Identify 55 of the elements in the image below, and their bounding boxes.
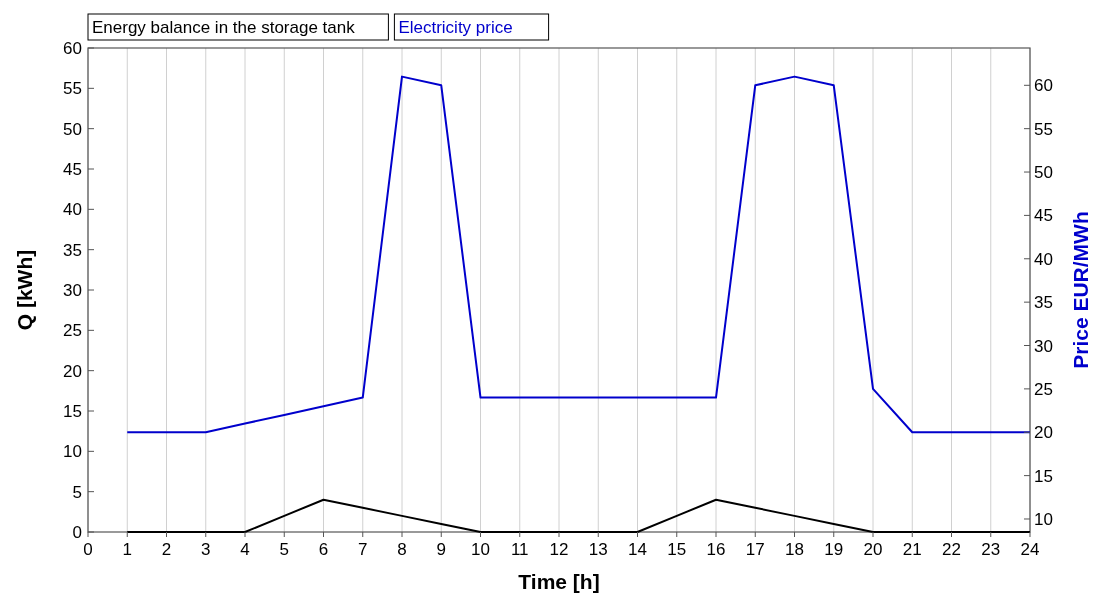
y-tick-label: 40 <box>63 200 82 220</box>
x-tick-label: 15 <box>667 540 687 559</box>
x-tick-label: 16 <box>706 540 726 559</box>
x-tick-label: 22 <box>942 540 961 559</box>
y2-tick-label: 25 <box>1034 379 1053 399</box>
x-tick-label: 14 <box>628 540 647 559</box>
x-tick-label: 2 <box>161 540 172 559</box>
text: Energy balance in the storage tank <box>92 18 356 37</box>
y-axis-title: Q [kWh] <box>13 249 36 331</box>
x-tick-label: 21 <box>902 540 922 559</box>
text: Electricity price <box>398 18 513 37</box>
y2-tick-label: 20 <box>1034 423 1053 443</box>
y2-axis-title: Price EUR/MWh <box>1069 211 1092 369</box>
y-tick-label: 5 <box>72 482 82 502</box>
y2-tick-label: 60 <box>1034 76 1053 96</box>
line-series <box>126 498 1031 533</box>
x-tick-label: 4 <box>240 540 250 559</box>
y-tick-label: 50 <box>63 119 82 139</box>
x-tick-label: 1 <box>122 540 132 559</box>
x-tick-label: 3 <box>201 540 211 559</box>
x-tick-label: 20 <box>863 540 883 559</box>
y-tick-label: 25 <box>63 321 82 341</box>
x-tick-label: 13 <box>588 540 608 559</box>
y-tick-label: 20 <box>63 361 82 381</box>
y-tick-label: 45 <box>63 160 82 179</box>
y-tick-label: 15 <box>63 402 82 421</box>
y-tick-label: 35 <box>63 240 82 260</box>
x-tick-label: 23 <box>981 540 1001 559</box>
y2-tick-label: 50 <box>1034 163 1053 183</box>
y-tick-label: 55 <box>63 79 82 99</box>
y2-tick-label: 35 <box>1034 293 1053 313</box>
line-series <box>126 75 1031 434</box>
y2-tick-label: 40 <box>1034 249 1053 269</box>
x-tick-label: 6 <box>318 540 329 559</box>
x-tick-label: 11 <box>510 540 529 559</box>
y2-tick-label: 10 <box>1034 509 1053 529</box>
y2-tick-label: 45 <box>1034 206 1053 226</box>
x-tick-label: 9 <box>436 540 446 559</box>
y2-tick-label: 30 <box>1034 336 1053 356</box>
x-axis-title: Time [h] <box>518 570 600 593</box>
y2-tick-label: 15 <box>1034 466 1053 486</box>
x-tick-label: 10 <box>471 540 490 559</box>
x-tick-label: 24 <box>1020 540 1040 559</box>
x-tick-label: 8 <box>397 540 407 559</box>
y-tick-label: 0 <box>72 523 82 542</box>
x-tick-label: 7 <box>358 540 368 559</box>
x-tick-label: 5 <box>279 540 289 559</box>
y2-tick-label: 55 <box>1034 119 1053 139</box>
x-tick-label: 19 <box>824 540 844 559</box>
x-tick-label: 17 <box>745 540 765 559</box>
x-tick-label: 18 <box>785 540 804 559</box>
x-tick-label: 12 <box>549 540 569 559</box>
y-tick-label: 60 <box>63 39 82 58</box>
y-tick-label: 30 <box>63 281 82 300</box>
y-tick-label: 10 <box>63 442 82 462</box>
